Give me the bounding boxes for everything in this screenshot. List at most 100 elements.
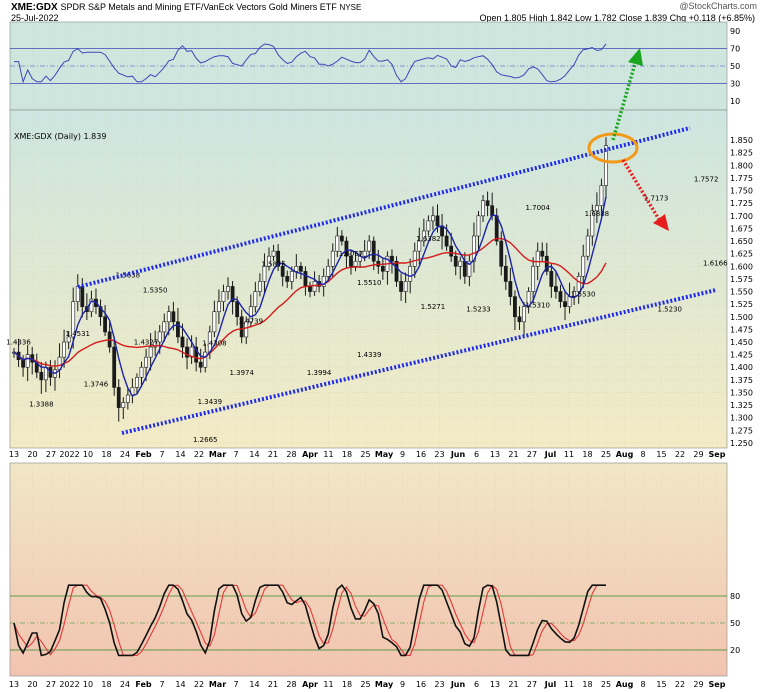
- price-annotation: 1.5638: [116, 271, 141, 279]
- price-candle: [289, 271, 294, 282]
- rsi-line: [14, 43, 607, 84]
- x-tick-label: 6: [474, 450, 479, 459]
- x-tick-label-lower: 21: [268, 680, 278, 689]
- down-arrow-head: [653, 214, 669, 231]
- price-tick-label: 1.325: [730, 401, 753, 410]
- price-tick-label: 1.600: [730, 262, 753, 271]
- price-candle: [499, 240, 504, 267]
- symbol: XME:GDX: [11, 2, 58, 13]
- x-tick-label: Sep: [709, 450, 726, 459]
- x-tick-label: 8: [640, 450, 645, 459]
- x-tick-label-lower: 13: [490, 680, 500, 689]
- price-candle: [412, 250, 417, 267]
- price-candle: [34, 361, 39, 373]
- price-candle: [444, 235, 449, 247]
- x-tick-label-lower: 16: [416, 680, 426, 689]
- price-candle: [531, 265, 536, 292]
- x-tick-label-lower: 14: [175, 680, 185, 689]
- x-tick-label-lower: 29: [693, 680, 703, 689]
- price-tick-label: 1.475: [730, 325, 753, 334]
- x-tick-label: 11: [564, 450, 574, 459]
- price-candle: [590, 210, 595, 237]
- x-tick-label-lower: 18: [582, 680, 592, 689]
- price-candle: [326, 265, 331, 277]
- price-annotation: 1.4308: [202, 340, 227, 348]
- price-candle: [103, 316, 107, 333]
- price-candle: [535, 250, 540, 267]
- price-candle: [285, 276, 290, 282]
- price-annotation: 1.5350: [143, 287, 168, 295]
- price-candle: [585, 235, 590, 257]
- price-tick-label: 1.250: [730, 439, 753, 448]
- price-annotation: 1.3388: [29, 401, 54, 409]
- x-tick-label: 7: [159, 450, 164, 459]
- x-tick-label-lower: Sep: [709, 680, 726, 689]
- price-candle: [253, 291, 258, 307]
- price-candle: [339, 235, 344, 242]
- price-candle: [75, 286, 80, 302]
- x-tick-label: 29: [693, 450, 703, 459]
- price-annotation: 1.4739: [239, 317, 264, 325]
- x-tick-label-lower: 8: [640, 680, 645, 689]
- price-candle: [135, 377, 139, 388]
- price-candle: [380, 265, 385, 272]
- price-candle: [194, 346, 199, 363]
- price-candle: [462, 260, 467, 277]
- price-candle: [390, 255, 394, 262]
- price-annotation: 1.7004: [525, 204, 550, 212]
- price-candle: [330, 250, 335, 267]
- price-candle: [554, 286, 558, 292]
- x-tick-label: Apr: [302, 450, 318, 459]
- price-annotation: 1.6888: [585, 210, 610, 218]
- price-candle: [262, 265, 267, 282]
- price-candle: [540, 250, 545, 257]
- price-tick-label: 1.500: [730, 313, 753, 322]
- rsi-tick-label: 90: [730, 27, 740, 36]
- x-tick-label: 22: [675, 450, 685, 459]
- price-candle: [371, 240, 376, 262]
- price-candle: [321, 276, 326, 287]
- x-tick-label: 11: [323, 450, 333, 459]
- price-candle: [503, 265, 508, 282]
- price-annotation: 1.2665: [193, 436, 218, 444]
- rsi-tick-label: 10: [730, 97, 740, 106]
- price-candle: [549, 271, 554, 287]
- price-candle: [408, 265, 413, 282]
- price-candle: [98, 306, 103, 318]
- price-candle: [80, 286, 85, 307]
- x-tick-label: 18: [582, 450, 592, 459]
- x-tick-label-lower: Apr: [302, 680, 318, 689]
- price-annotation: 1.4336: [6, 339, 31, 347]
- x-tick-label: 28: [286, 450, 296, 459]
- price-candle: [558, 291, 563, 302]
- x-tick-label-lower: 24: [120, 680, 130, 689]
- ohlc-summary: Open 1.805 High 1.842 Low 1.782 Close 1.…: [479, 13, 755, 23]
- x-tick-label: 14: [175, 450, 185, 459]
- price-candle: [258, 281, 262, 292]
- price-candle: [62, 341, 66, 358]
- price-annotation: 1.7572: [694, 175, 719, 183]
- x-tick-label-lower: 18: [342, 680, 352, 689]
- price-tick-label: 1.275: [730, 426, 753, 435]
- price-candle: [476, 215, 481, 237]
- price-annotation: 1.6067: [339, 250, 364, 258]
- x-tick-label-lower: 11: [323, 680, 333, 689]
- stoch-tick-label: 50: [730, 619, 740, 628]
- stoch-tick-label: 80: [730, 592, 740, 601]
- x-tick-label-lower: Jun: [450, 680, 466, 689]
- x-tick-label: 13: [9, 450, 19, 459]
- price-candle: [71, 301, 76, 338]
- x-tick-label-lower: 13: [9, 680, 19, 689]
- price-annotation: 1.3994: [307, 369, 332, 377]
- price-candle: [153, 341, 158, 348]
- price-candle: [303, 271, 308, 287]
- price-annotation: 1.4339: [357, 351, 382, 359]
- price-candle: [226, 286, 230, 292]
- price-candle: [171, 311, 176, 323]
- price-candle: [239, 316, 244, 338]
- x-tick-label-lower: 27: [46, 680, 56, 689]
- x-tick-label: 25: [360, 450, 370, 459]
- x-tick-label: Feb: [135, 450, 152, 459]
- x-tick-label: Jul: [544, 450, 557, 459]
